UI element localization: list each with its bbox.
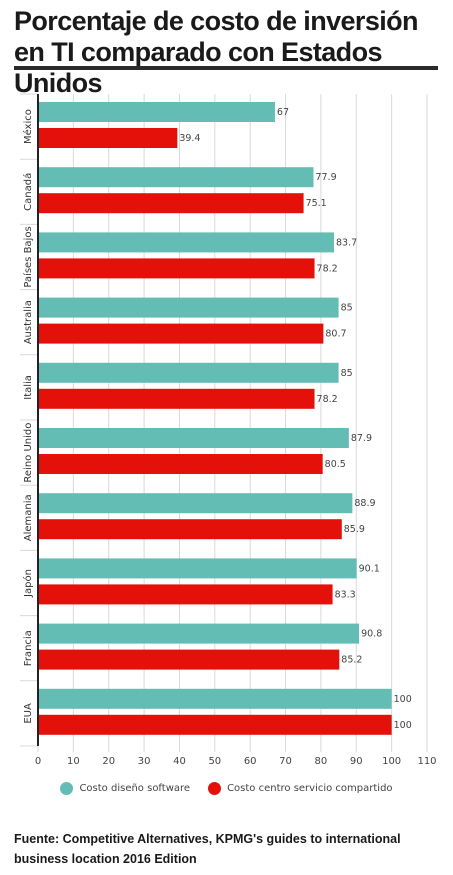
bar-design-software <box>39 167 314 188</box>
category-label: Reino Unido <box>23 423 34 483</box>
x-tick-label: 20 <box>102 756 115 767</box>
legend-label-design: Costo diseño software <box>79 783 191 794</box>
legend-label-shared: Costo centro servicio compartido <box>227 783 393 794</box>
bar-shared-service <box>39 193 304 214</box>
bar-design-software <box>39 297 339 318</box>
category-label: Alemania <box>23 494 34 541</box>
x-tick-label: 30 <box>138 756 151 767</box>
legend-item-shared: Costo centro servicio compartido <box>208 782 393 795</box>
x-tick-label: 40 <box>173 756 186 767</box>
bar-shared-service <box>39 584 333 605</box>
bar-design-software <box>39 362 339 383</box>
x-tick-label: 10 <box>67 756 80 767</box>
category-label: Japón <box>22 569 34 598</box>
bar-shared-service <box>39 258 315 279</box>
data-label: 85.9 <box>344 524 365 535</box>
bar-shared-service <box>39 323 324 344</box>
data-label: 77.9 <box>315 172 336 183</box>
bar-design-software <box>39 558 357 579</box>
data-label: 78.2 <box>317 263 338 274</box>
x-tick-label: 80 <box>315 756 328 767</box>
x-tick-label: 90 <box>350 756 363 767</box>
bar-design-software <box>39 102 275 122</box>
data-label: 88.9 <box>354 498 375 509</box>
category-label: Canadá <box>22 173 34 211</box>
chart-title: Porcentaje de costo de inversión en TI c… <box>14 6 419 98</box>
data-label: 100 <box>394 720 412 731</box>
category-label: Países Bajos <box>22 226 34 287</box>
legend-swatch-shared <box>208 782 222 795</box>
bar-design-software <box>39 493 353 514</box>
data-label: 90.1 <box>359 563 380 574</box>
data-label: 85.2 <box>341 655 362 666</box>
bar-design-software <box>39 688 392 709</box>
bar-design-software <box>39 623 360 644</box>
title-divider <box>14 66 438 70</box>
data-label: 39.4 <box>179 133 200 144</box>
x-tick-label: 100 <box>382 756 401 767</box>
bar-shared-service <box>39 649 340 670</box>
x-tick-label: 110 <box>417 756 436 767</box>
bar-shared-service <box>39 454 323 474</box>
data-label: 80.7 <box>325 329 346 340</box>
category-label: Australia <box>23 300 34 344</box>
legend-swatch-design <box>60 782 74 795</box>
x-tick-label: 60 <box>244 756 257 767</box>
data-label: 80.5 <box>325 459 346 470</box>
data-label: 87.9 <box>351 433 372 444</box>
data-label: 100 <box>394 694 412 705</box>
x-tick-label: 70 <box>279 756 292 767</box>
bar-shared-service <box>39 388 315 409</box>
legend-item-design: Costo diseño software <box>60 782 190 795</box>
bar-design-software <box>39 232 334 253</box>
data-label: 67 <box>277 107 289 118</box>
category-label: EUA <box>23 703 34 724</box>
source-note: Fuente: Competitive Alternatives, KPMG's… <box>14 832 401 866</box>
data-label: 85 <box>341 303 353 314</box>
category-label: Italia <box>23 375 34 400</box>
data-label: 83.7 <box>336 237 357 248</box>
bar-chart: 0 10 20 30 40 50 60 70 80 90 100 110 México 67 39.4 Can… <box>20 93 437 767</box>
category-label: Francia <box>23 630 34 666</box>
data-label: 85 <box>341 368 353 379</box>
data-label: 90.8 <box>361 629 382 640</box>
bar-shared-service <box>39 128 178 148</box>
bar-shared-service <box>39 519 342 540</box>
legend: Costo diseño software Costo centro servi… <box>0 782 453 795</box>
data-label: 75.1 <box>306 198 327 209</box>
bar-design-software <box>39 428 349 448</box>
bar-shared-service <box>39 714 392 735</box>
data-label: 78.2 <box>317 394 338 405</box>
x-tick-label: 0 <box>35 756 41 767</box>
category-label: México <box>22 109 34 144</box>
x-tick-label: 50 <box>208 756 221 767</box>
data-label: 83.3 <box>335 589 356 600</box>
